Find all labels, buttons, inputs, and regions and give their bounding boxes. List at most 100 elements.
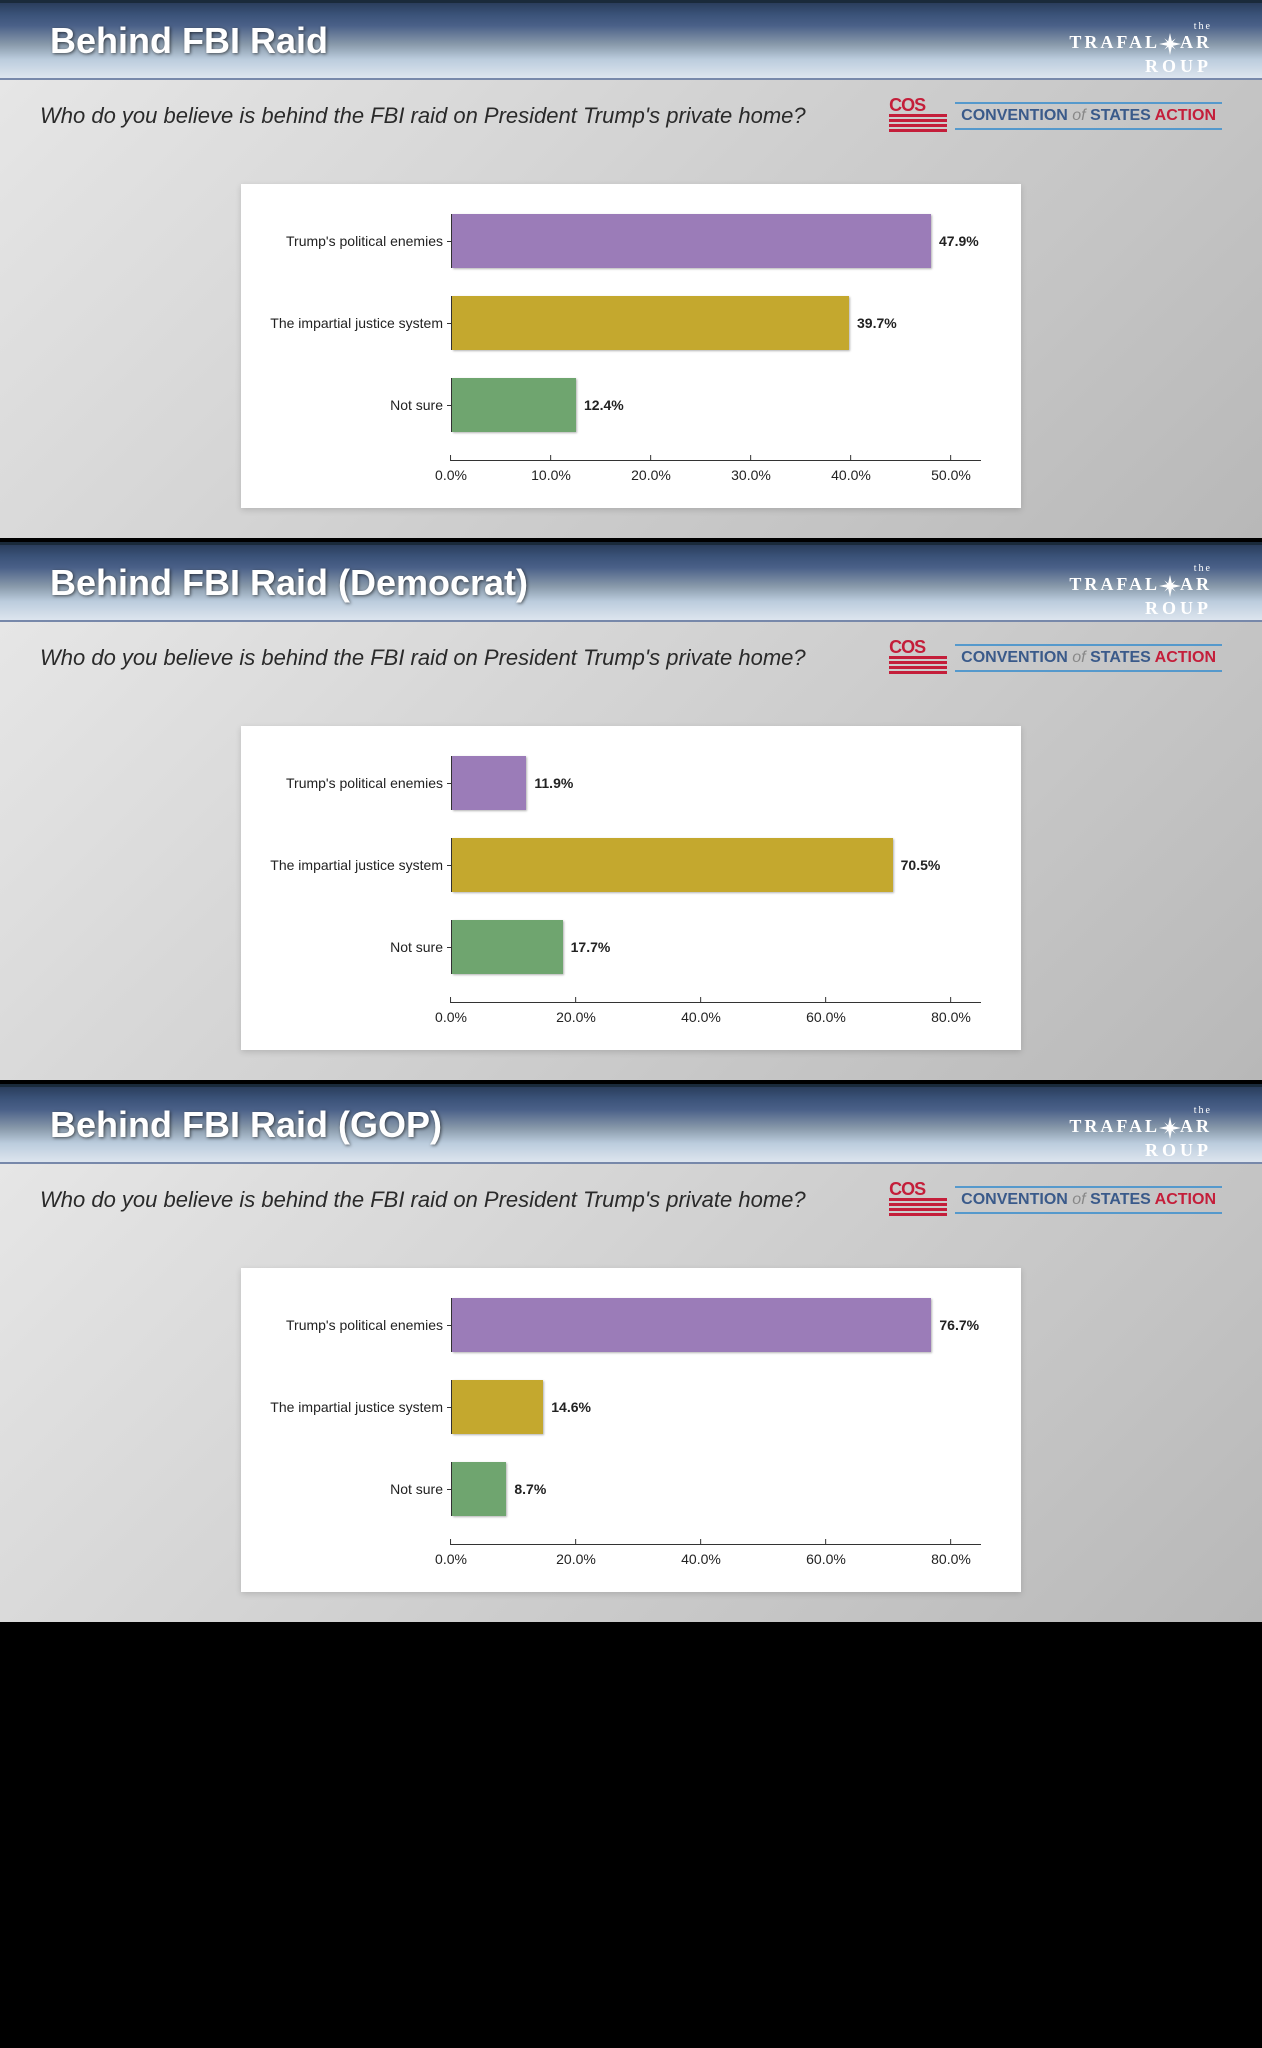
x-tick-label: 60.0%: [806, 1551, 846, 1567]
logo-ar: AR: [1180, 574, 1212, 594]
bar-label: Trump's political enemies: [261, 233, 451, 249]
x-tick: 80.0%: [931, 1539, 971, 1567]
bar: [452, 296, 849, 350]
chart-row: Trump's political enemies 47.9%: [261, 214, 981, 268]
panel-header: Behind FBI Raid (GOP) the TRAFAL AR ROUP: [0, 1084, 1262, 1164]
x-tick-label: 10.0%: [531, 467, 571, 483]
x-tick: 0.0%: [435, 455, 467, 483]
x-tick: 0.0%: [435, 997, 467, 1025]
bar-track: 39.7%: [451, 296, 981, 350]
bar-value: 70.5%: [901, 857, 941, 873]
x-tick-label: 20.0%: [631, 467, 671, 483]
poll-panel: Behind FBI Raid (Democrat) the TRAFAL AR …: [0, 542, 1262, 1080]
x-tick: 0.0%: [435, 1539, 467, 1567]
x-tick: 60.0%: [806, 997, 846, 1025]
panel-subheader: Who do you believe is behind the FBI rai…: [0, 622, 1262, 686]
panel-title: Behind FBI Raid: [50, 20, 328, 62]
cos-text: CONVENTION of STATES ACTION: [955, 644, 1222, 672]
logo-the: the: [1069, 563, 1212, 574]
logo-the: the: [1069, 21, 1212, 32]
poll-question: Who do you believe is behind the FBI rai…: [40, 103, 806, 129]
chart-box: Trump's political enemies 76.7% The impa…: [241, 1268, 1021, 1592]
cos-flag-icon: COS: [889, 1182, 947, 1218]
bar: [452, 838, 893, 892]
chart-row: Trump's political enemies 11.9%: [261, 756, 981, 810]
trafalgar-logo: the TRAFAL AR ROUP: [1069, 563, 1212, 619]
bar-label: Not sure: [261, 397, 451, 413]
x-tick-label: 0.0%: [435, 1551, 467, 1567]
chart-row: The impartial justice system 39.7%: [261, 296, 981, 350]
cos-flag-icon: COS: [889, 640, 947, 676]
bar-value: 11.9%: [534, 775, 573, 791]
x-tick: 40.0%: [681, 1539, 721, 1567]
x-tick: 20.0%: [556, 997, 596, 1025]
panel-title: Behind FBI Raid (GOP): [50, 1104, 442, 1146]
bar-value: 39.7%: [857, 315, 897, 331]
chart-row: The impartial justice system 70.5%: [261, 838, 981, 892]
bar-value: 76.7%: [939, 1317, 979, 1333]
x-axis: 0.0% 10.0% 20.0% 30.0% 40.0% 50.0%: [261, 460, 981, 488]
bar: [452, 378, 576, 432]
x-tick-label: 80.0%: [931, 1009, 971, 1025]
bar-label: The impartial justice system: [261, 315, 451, 331]
cos-text: CONVENTION of STATES ACTION: [955, 1186, 1222, 1214]
bar-label: Trump's political enemies: [261, 775, 451, 791]
bar-label: Trump's political enemies: [261, 1317, 451, 1333]
logo-trafalgar: TRAFAL: [1069, 32, 1160, 52]
logo-ar: AR: [1180, 1116, 1212, 1136]
bar-track: 12.4%: [451, 378, 981, 432]
panel-header: Behind FBI Raid the TRAFAL AR ROUP: [0, 0, 1262, 80]
bar-value: 47.9%: [939, 233, 979, 249]
chart-row: Not sure 8.7%: [261, 1462, 981, 1516]
bar: [452, 920, 563, 974]
chart-box: Trump's political enemies 47.9% The impa…: [241, 184, 1021, 508]
bar-track: 17.7%: [451, 920, 981, 974]
panel-subheader: Who do you believe is behind the FBI rai…: [0, 1164, 1262, 1228]
bar-track: 14.6%: [451, 1380, 981, 1434]
chart-row: Trump's political enemies 76.7%: [261, 1298, 981, 1352]
panel-title: Behind FBI Raid (Democrat): [50, 562, 528, 604]
x-tick: 30.0%: [731, 455, 771, 483]
poll-question: Who do you believe is behind the FBI rai…: [40, 645, 806, 671]
poll-question: Who do you believe is behind the FBI rai…: [40, 1187, 806, 1213]
bar-label: The impartial justice system: [261, 857, 451, 873]
x-tick-label: 20.0%: [556, 1551, 596, 1567]
x-tick: 80.0%: [931, 997, 971, 1025]
cos-flag-icon: COS: [889, 98, 947, 134]
x-tick-label: 40.0%: [681, 1009, 721, 1025]
logo-group: ROUP: [1117, 1140, 1212, 1161]
bar-value: 8.7%: [514, 1481, 546, 1497]
cos-text: CONVENTION of STATES ACTION: [955, 102, 1222, 130]
x-axis: 0.0% 20.0% 40.0% 60.0% 80.0%: [261, 1544, 981, 1572]
logo-trafalgar: TRAFAL: [1069, 1116, 1160, 1136]
bar-label: Not sure: [261, 939, 451, 955]
x-tick-label: 0.0%: [435, 467, 467, 483]
x-tick: 20.0%: [556, 1539, 596, 1567]
logo-trafalgar: TRAFAL: [1069, 574, 1160, 594]
chart-box: Trump's political enemies 11.9% The impa…: [241, 726, 1021, 1050]
bar-value: 17.7%: [571, 939, 611, 955]
logo-group: ROUP: [1117, 598, 1212, 619]
panel-subheader: Who do you believe is behind the FBI rai…: [0, 80, 1262, 144]
x-tick-label: 20.0%: [556, 1009, 596, 1025]
bar-value: 14.6%: [551, 1399, 591, 1415]
cos-logo: COS CONVENTION of STATES ACTION: [889, 1182, 1222, 1218]
chart-row: Not sure 12.4%: [261, 378, 981, 432]
x-tick-label: 40.0%: [681, 1551, 721, 1567]
logo-ar: AR: [1180, 32, 1212, 52]
x-tick: 20.0%: [631, 455, 671, 483]
logo-group: ROUP: [1117, 56, 1212, 77]
x-tick-label: 50.0%: [931, 467, 971, 483]
x-tick: 60.0%: [806, 1539, 846, 1567]
x-tick-label: 30.0%: [731, 467, 771, 483]
bar-track: 70.5%: [451, 838, 981, 892]
x-tick-label: 60.0%: [806, 1009, 846, 1025]
poll-panel: Behind FBI Raid (GOP) the TRAFALAR ROUP …: [0, 1084, 1262, 1622]
trafalgar-logo: the TRAFAL AR ROUP: [1069, 21, 1212, 77]
logo-the: the: [1069, 1105, 1212, 1116]
cos-logo: COS CONVENTION of STATES ACTION: [889, 98, 1222, 134]
bar: [452, 1380, 543, 1434]
bar: [452, 756, 526, 810]
x-tick: 50.0%: [931, 455, 971, 483]
trafalgar-logo: the TRAFAL AR ROUP: [1069, 1105, 1212, 1161]
